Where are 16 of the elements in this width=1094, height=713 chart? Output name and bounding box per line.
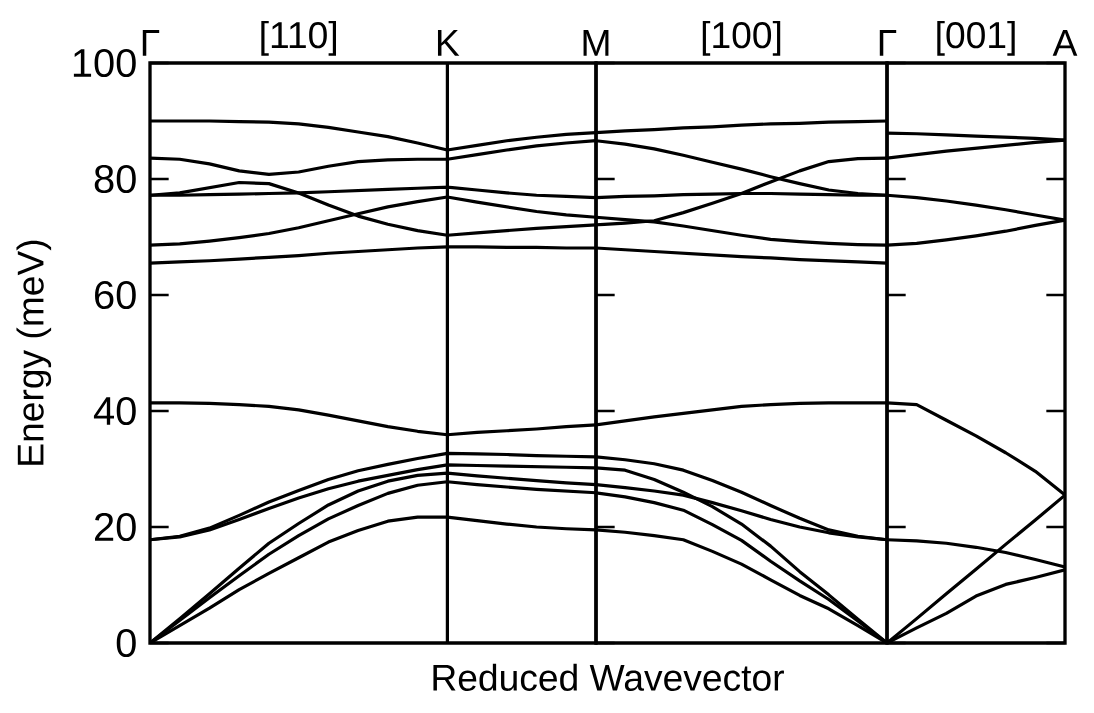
x-tick-label: M bbox=[583, 30, 609, 56]
y-tick-label: 0 bbox=[116, 628, 136, 658]
x-tick-label: [100] bbox=[702, 21, 781, 56]
x-tick-label: [001] bbox=[937, 21, 1015, 56]
y-tick-label: 20 bbox=[95, 512, 136, 542]
x-tick-label: A bbox=[1052, 30, 1078, 56]
y-tick-label: 40 bbox=[93, 396, 136, 426]
x-tick-label: Γ bbox=[142, 30, 160, 56]
y-tick-label: 60 bbox=[95, 280, 136, 310]
y-tick-label: 80 bbox=[94, 164, 136, 194]
x-tick-label: Γ bbox=[879, 30, 897, 56]
x-tick-label: K bbox=[437, 30, 460, 56]
y-axis-title: Energy (meV) bbox=[16, 240, 52, 465]
x-axis-title: Reduced Wavevector bbox=[433, 663, 784, 691]
x-tick-label: [110] bbox=[261, 21, 336, 56]
y-tick-label: 100 bbox=[73, 48, 136, 78]
